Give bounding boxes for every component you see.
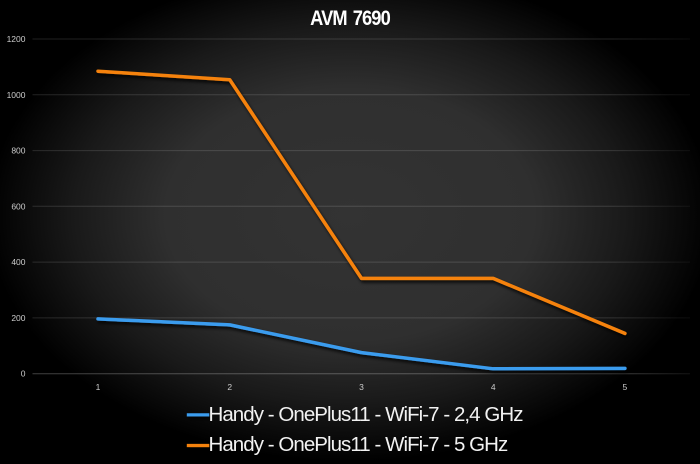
svg-text:1200: 1200 xyxy=(7,34,26,44)
svg-text:800: 800 xyxy=(11,146,25,156)
svg-text:400: 400 xyxy=(11,257,25,267)
svg-text:200: 200 xyxy=(11,313,25,323)
svg-text:2: 2 xyxy=(227,382,232,392)
svg-text:4: 4 xyxy=(491,382,496,392)
svg-text:600: 600 xyxy=(11,201,25,211)
svg-text:5: 5 xyxy=(623,382,628,392)
svg-text:3: 3 xyxy=(359,382,364,392)
svg-text:1: 1 xyxy=(96,382,101,392)
svg-text:0: 0 xyxy=(21,369,26,379)
svg-text:1000: 1000 xyxy=(7,90,26,100)
